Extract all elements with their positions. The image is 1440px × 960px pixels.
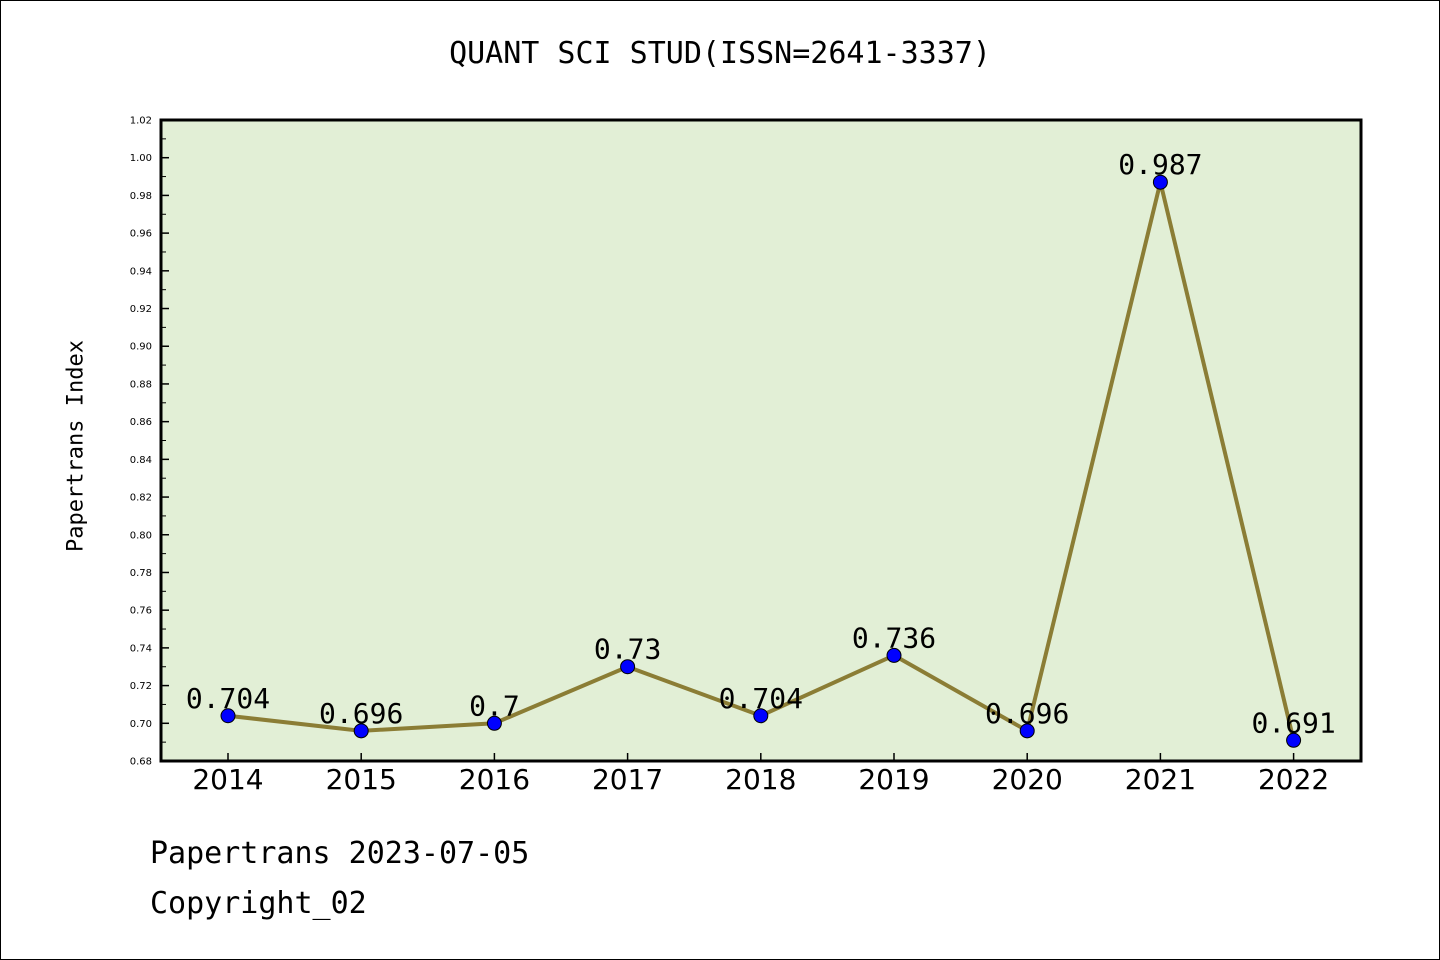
y-tick-label: 0.70: [130, 719, 152, 730]
y-tick-label: 0.90: [130, 342, 152, 353]
y-tick-label: 0.92: [130, 304, 152, 315]
data-point: [1152, 174, 1168, 190]
y-tick-label: 0.98: [130, 191, 152, 202]
x-tick-label: 2014: [192, 763, 263, 796]
y-tick-label: 0.82: [130, 493, 152, 504]
data-label: 0.696: [985, 697, 1069, 730]
y-tick-label: 0.80: [130, 530, 152, 541]
data-points: [220, 174, 1302, 748]
y-tick-label: 0.78: [130, 568, 152, 579]
y-tick-label: 0.72: [130, 681, 152, 692]
y-tick-label: 1.00: [130, 153, 152, 164]
y-tick-label: 0.74: [130, 643, 152, 654]
y-tick-label: 0.94: [130, 266, 152, 277]
data-labels: 0.704 0.696 0.7 0.73 0.704 0.736 0.696 0.987 0.6…: [186, 148, 1336, 739]
y-tick-label: 0.86: [130, 417, 152, 428]
data-label: 0.704: [719, 682, 803, 715]
data-label: 0.73: [594, 633, 661, 666]
footer-copyright: Copyright_02: [150, 886, 367, 921]
data-label: 0.987: [1118, 148, 1202, 181]
y-tick-label: 0.96: [130, 229, 152, 240]
x-tick-label: 2019: [858, 763, 929, 796]
footer-date: Papertrans 2023-07-05: [150, 836, 530, 871]
y-tick-label: 0.88: [130, 379, 152, 390]
x-tick-label: 2021: [1125, 763, 1196, 796]
data-label: 0.696: [319, 697, 403, 730]
y-tick-label: 1.02: [130, 116, 152, 127]
data-point: [1019, 723, 1035, 739]
data-label: 0.7: [469, 689, 520, 722]
x-axis: 2014 2015 2016 2017 2018 2019 2020 2021 2022: [192, 753, 1329, 796]
data-point: [353, 723, 369, 739]
data-point: [486, 715, 502, 731]
x-tick-label: 2018: [725, 763, 796, 796]
plot-border: [159, 118, 1363, 763]
data-point: [220, 708, 236, 724]
chart-title: QUANT SCI STUD(ISSN=2641-3337): [449, 36, 991, 71]
data-point: [753, 708, 769, 724]
plot-area: [161, 120, 1361, 761]
data-point: [620, 659, 636, 675]
x-tick-label: 2015: [326, 763, 397, 796]
data-label: 0.691: [1251, 706, 1335, 739]
data-label: 0.736: [852, 621, 936, 654]
y-tick-label: 0.76: [130, 606, 152, 617]
data-point: [1286, 732, 1302, 748]
x-tick-label: 2020: [992, 763, 1063, 796]
y-tick-label: 0.68: [130, 757, 152, 768]
x-tick-label: 2017: [592, 763, 663, 796]
x-tick-label: 2022: [1258, 763, 1329, 796]
y-tick-label: 0.84: [130, 455, 152, 466]
data-point: [886, 647, 902, 663]
x-tick-label: 2016: [459, 763, 530, 796]
data-label: 0.704: [186, 682, 270, 715]
